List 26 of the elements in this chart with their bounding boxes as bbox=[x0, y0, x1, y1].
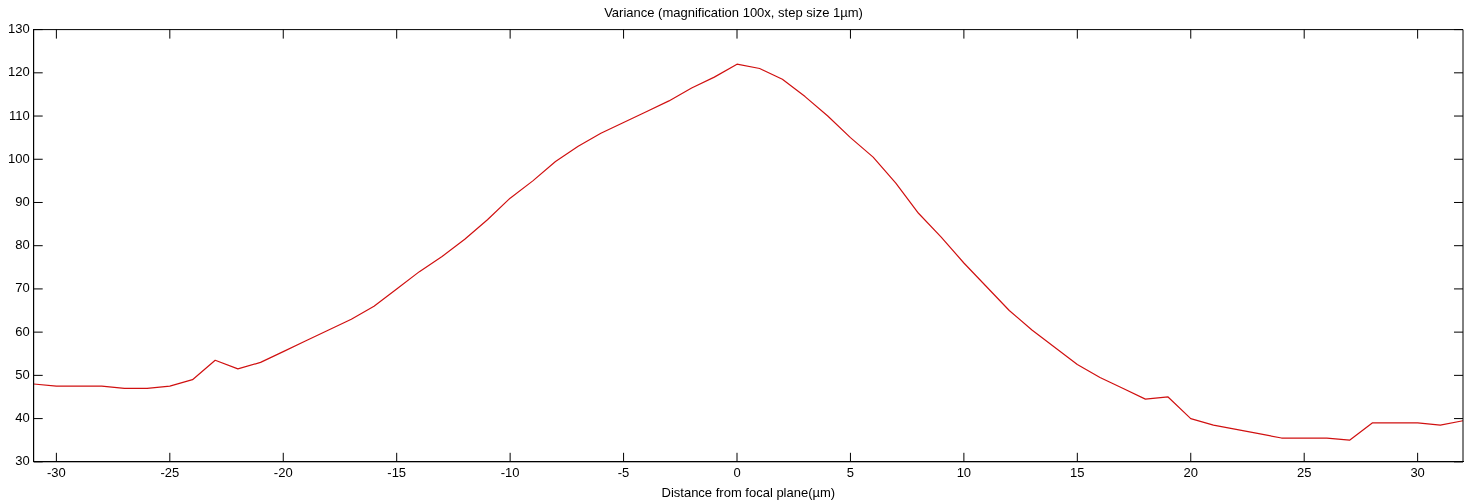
x-tick-label: -15 bbox=[387, 465, 407, 481]
y-tick-label: 130 bbox=[7, 21, 30, 37]
y-tick-label: 40 bbox=[15, 410, 30, 426]
y-tick-label: 90 bbox=[15, 194, 30, 210]
x-axis-title: Distance from focal plane(µm) bbox=[661, 484, 836, 500]
y-tick-label: 50 bbox=[15, 366, 30, 382]
y-tick-label: 100 bbox=[7, 150, 30, 166]
y-tick-label: 30 bbox=[15, 453, 30, 469]
x-tick-label: -20 bbox=[273, 465, 293, 481]
x-tick-label: 15 bbox=[1070, 465, 1085, 481]
x-tick-label: 20 bbox=[1183, 465, 1198, 481]
x-tick-label: 0 bbox=[733, 465, 741, 481]
y-tick-label: 120 bbox=[7, 64, 30, 80]
x-tick-label: 5 bbox=[846, 465, 855, 481]
y-tick-label: 80 bbox=[15, 237, 30, 253]
x-tick-label: -5 bbox=[617, 465, 630, 481]
x-tick-label: -10 bbox=[500, 465, 520, 481]
x-tick-label: -30 bbox=[46, 465, 66, 481]
x-tick-label: 25 bbox=[1296, 465, 1312, 481]
x-tick-label: 30 bbox=[1410, 465, 1425, 481]
y-tick-label: 60 bbox=[15, 323, 30, 339]
x-tick-label: -25 bbox=[160, 465, 180, 481]
x-tick-label: 10 bbox=[956, 465, 972, 481]
chart-title: Variance (magnification 100x, step size 1µm) bbox=[604, 5, 863, 21]
y-tick-label: 110 bbox=[8, 107, 30, 123]
y-tick-label: 70 bbox=[15, 280, 30, 296]
